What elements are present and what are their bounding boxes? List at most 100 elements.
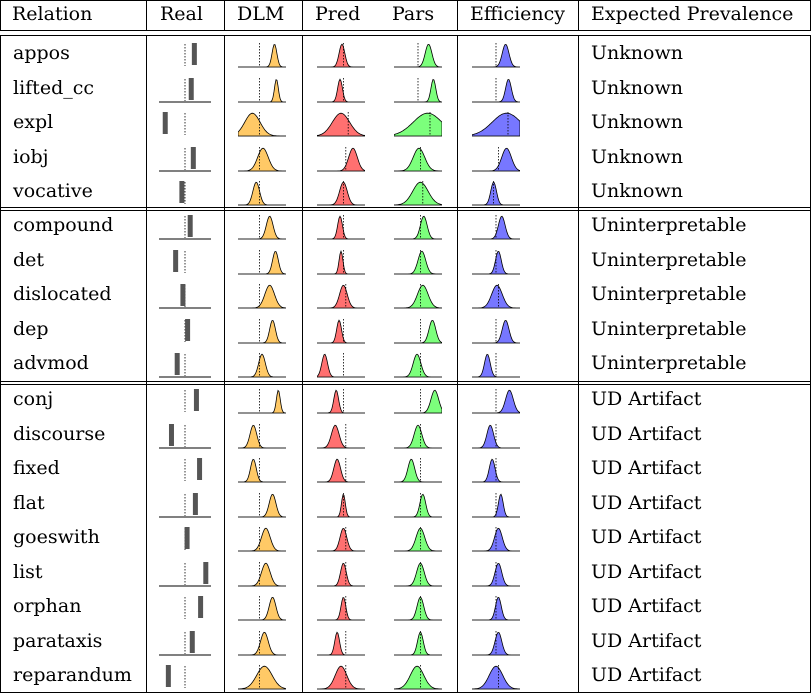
expected-prevalence: UD Artifact [591, 388, 702, 410]
relation-name: det [13, 248, 45, 271]
density-curve [394, 181, 442, 206]
density-curve [238, 181, 286, 206]
expected-prevalence: Unknown [591, 42, 683, 64]
pred-density [317, 458, 365, 483]
efficiency-density [472, 630, 520, 655]
expected-prevalence: Unknown [591, 111, 683, 133]
density-curve [238, 215, 286, 240]
dlm-density [238, 284, 286, 309]
real-value-bar [185, 318, 191, 341]
real-value-bar [180, 284, 186, 306]
density-curve [394, 43, 442, 68]
column-divider [146, 0, 147, 30]
relation-name: advmod [13, 352, 89, 374]
pred-density [317, 353, 365, 378]
density-curve [472, 284, 520, 309]
real-plot [165, 665, 186, 688]
column-divider [457, 35, 458, 693]
density-curve [472, 78, 520, 102]
pred-density [317, 596, 365, 621]
pred-density [317, 318, 365, 343]
real-value-bar [198, 596, 204, 618]
dlm-density [238, 665, 286, 690]
table-rule [0, 384, 811, 385]
density-curve [472, 353, 520, 378]
expected-prevalence: UD Artifact [591, 526, 702, 548]
pred-density [317, 665, 365, 690]
header-relation: Relation [12, 3, 93, 25]
relation-name: fixed [13, 457, 60, 479]
expected-prevalence: Unknown [591, 145, 683, 168]
density-curve [472, 43, 520, 68]
density-curve [317, 424, 365, 448]
pars-density [394, 596, 442, 621]
density-curve [238, 250, 286, 274]
efficiency-density [472, 77, 520, 102]
dlm-density [238, 423, 286, 448]
density-curve [317, 527, 365, 552]
real-value-bar [203, 561, 209, 584]
relation-name: list [13, 560, 43, 583]
table-rule [0, 692, 811, 693]
pars-density [394, 43, 442, 68]
efficiency-density [472, 423, 520, 448]
expected-prevalence: UD Artifact [591, 422, 702, 445]
header-pred: Pred [315, 3, 361, 25]
real-plot [159, 630, 211, 655]
table-rule [0, 210, 811, 211]
efficiency-density [472, 353, 520, 378]
pars-density [394, 249, 442, 274]
density-curve [317, 284, 365, 309]
real-plot [184, 596, 204, 619]
density-curve [238, 319, 286, 343]
density-curve [394, 353, 442, 378]
relation-name: appos [13, 42, 70, 64]
density-curve [472, 147, 520, 171]
density-curve [394, 527, 442, 552]
density-curve [238, 147, 286, 171]
real-plot [173, 249, 186, 273]
density-curve [317, 43, 365, 68]
expected-prevalence: Uninterpretable [591, 352, 747, 374]
real-plot [179, 181, 186, 204]
density-curve [317, 631, 365, 655]
efficiency-density [472, 527, 520, 552]
density-curve [394, 389, 442, 414]
relation-name: lifted_cc [13, 76, 95, 99]
pred-density [317, 284, 365, 309]
relation-name: goeswith [13, 526, 100, 548]
efficiency-density [472, 318, 520, 343]
density-curve [394, 250, 442, 274]
pred-density [317, 77, 365, 102]
density-curve [394, 284, 442, 309]
density-curve [472, 665, 520, 690]
pred-density [317, 249, 365, 274]
relation-name: expl [13, 111, 54, 133]
density-curve [238, 527, 286, 552]
real-value-bar [174, 353, 180, 375]
table-rule [0, 207, 811, 208]
expected-prevalence: UD Artifact [591, 664, 702, 686]
density-curve [394, 458, 442, 483]
pred-density [317, 389, 365, 414]
real-plot [159, 146, 211, 171]
density-curve [394, 78, 442, 102]
relation-name: dislocated [13, 283, 112, 305]
dlm-density [238, 492, 286, 517]
relation-name: discourse [13, 422, 106, 445]
real-plot [159, 353, 211, 378]
density-curve [394, 112, 442, 137]
density-curve [394, 147, 442, 171]
density-curve [238, 78, 286, 102]
density-curve [317, 147, 365, 171]
density-curve [317, 493, 365, 517]
column-divider [224, 35, 225, 693]
table-rule [0, 35, 811, 36]
density-curve [238, 353, 286, 378]
real-plot [184, 527, 190, 550]
real-value-bar [193, 389, 199, 411]
real-value-bar [168, 423, 174, 446]
efficiency-density [472, 43, 520, 68]
header-pars: Pars [392, 3, 435, 25]
pred-density [317, 112, 365, 137]
